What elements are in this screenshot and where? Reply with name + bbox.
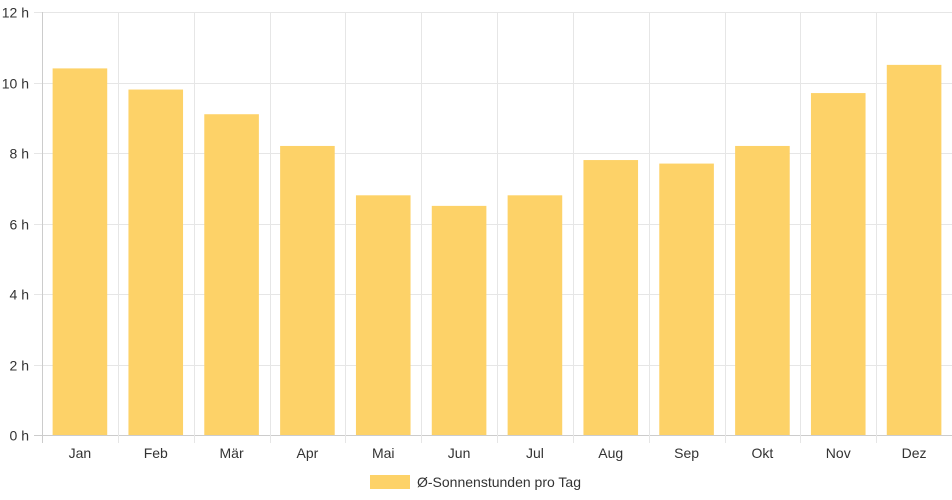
bar-jun[interactable] bbox=[431, 205, 487, 435]
legend[interactable]: Ø-Sonnenstunden pro Tag bbox=[370, 474, 581, 490]
y-tick-label: 0 h bbox=[10, 428, 29, 444]
y-tick-label: 12 h bbox=[2, 5, 29, 21]
x-tick-label: Aug bbox=[598, 445, 623, 461]
x-tick-label: Feb bbox=[144, 445, 168, 461]
x-tick-label: Dez bbox=[902, 445, 927, 461]
grid bbox=[34, 12, 952, 443]
x-tick-label: Sep bbox=[674, 445, 699, 461]
x-tick-label: Okt bbox=[752, 445, 774, 461]
x-tick-label: Nov bbox=[826, 445, 851, 461]
bar-feb[interactable] bbox=[128, 89, 184, 436]
bars bbox=[52, 64, 942, 436]
legend-swatch bbox=[370, 475, 410, 489]
x-tick-label: Jan bbox=[69, 445, 92, 461]
x-tick-label: Apr bbox=[297, 445, 319, 461]
y-axis-ticks: 0 h 2 h 4 h 6 h 8 h 10 h 12 h bbox=[2, 5, 29, 444]
legend-label: Ø-Sonnenstunden pro Tag bbox=[417, 474, 581, 490]
bar-mai[interactable] bbox=[355, 195, 411, 435]
bar-nov[interactable] bbox=[810, 93, 866, 435]
bar-apr[interactable] bbox=[280, 145, 335, 435]
x-tick-label: Mär bbox=[220, 445, 244, 461]
bar-jul[interactable] bbox=[507, 195, 563, 435]
x-tick-label: Mai bbox=[372, 445, 395, 461]
x-axis-ticks: Jan Feb Mär Apr Mai Jun Jul Aug Sep Okt Nov Dez bbox=[69, 445, 927, 461]
bar-jan[interactable] bbox=[52, 68, 108, 436]
y-tick-label: 8 h bbox=[10, 146, 29, 162]
bar-aug[interactable] bbox=[583, 160, 639, 436]
x-tick-label: Jun bbox=[448, 445, 471, 461]
y-tick-label: 6 h bbox=[10, 217, 29, 233]
bar-mär[interactable] bbox=[204, 114, 259, 435]
x-tick-label: Jul bbox=[526, 445, 544, 461]
y-tick-label: 4 h bbox=[10, 287, 29, 303]
bar-sep[interactable] bbox=[659, 163, 714, 435]
bar-okt[interactable] bbox=[735, 145, 790, 435]
bar-dez[interactable] bbox=[886, 64, 942, 435]
y-tick-label: 2 h bbox=[10, 358, 29, 374]
y-tick-label: 10 h bbox=[2, 76, 29, 92]
